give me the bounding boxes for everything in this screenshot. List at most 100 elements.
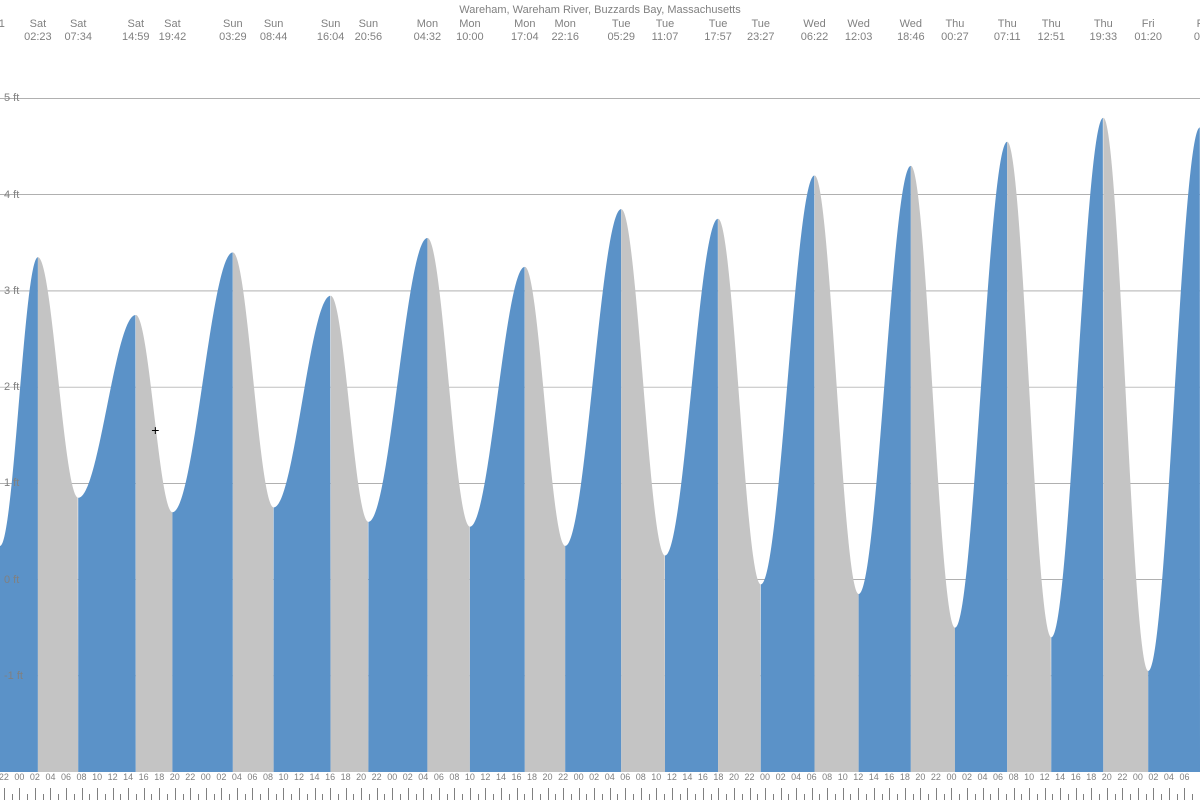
x-minor-tick (136, 794, 137, 800)
x-minor-tick (27, 794, 28, 800)
x-minor-tick (12, 794, 13, 800)
x-hour-label: 22 (558, 772, 568, 782)
x-major-tick (1184, 788, 1185, 800)
x-axis-hour-labels: 2200020406081012141618202200020406081012… (0, 772, 1200, 784)
x-hour-label: 06 (993, 772, 1003, 782)
x-minor-tick (183, 794, 184, 800)
x-hour-label: 02 (776, 772, 786, 782)
x-minor-tick (944, 794, 945, 800)
x-minor-tick (1161, 794, 1162, 800)
x-minor-tick (804, 794, 805, 800)
x-hour-label: 00 (1133, 772, 1143, 782)
x-minor-tick (773, 794, 774, 800)
x-hour-label: 06 (620, 772, 630, 782)
x-major-tick (936, 788, 937, 800)
x-hour-label: 22 (185, 772, 195, 782)
x-major-tick (517, 788, 518, 800)
x-minor-tick (1037, 794, 1038, 800)
x-major-tick (19, 788, 20, 800)
x-major-tick (672, 788, 673, 800)
tide-area-plot (0, 0, 1200, 800)
x-minor-tick (742, 794, 743, 800)
x-hour-label: 04 (45, 772, 55, 782)
y-axis-label: -1 ft (4, 670, 23, 682)
x-major-tick (485, 788, 486, 800)
x-hour-label: 14 (1055, 772, 1065, 782)
x-hour-label: 16 (1071, 772, 1081, 782)
x-hour-label: 20 (915, 772, 925, 782)
x-major-tick (361, 788, 362, 800)
x-minor-tick (711, 794, 712, 800)
x-minor-tick (1192, 794, 1193, 800)
x-major-tick (252, 788, 253, 800)
x-hour-label: 02 (962, 772, 972, 782)
x-major-tick (237, 788, 238, 800)
x-minor-tick (291, 794, 292, 800)
x-minor-tick (586, 794, 587, 800)
x-minor-tick (959, 794, 960, 800)
x-major-tick (190, 788, 191, 800)
x-hour-label: 06 (247, 772, 257, 782)
x-major-tick (796, 788, 797, 800)
x-hour-label: 20 (543, 772, 553, 782)
x-major-tick (905, 788, 906, 800)
x-minor-tick (680, 794, 681, 800)
x-hour-label: 20 (170, 772, 180, 782)
x-hour-label: 02 (1148, 772, 1158, 782)
x-hour-label: 18 (1086, 772, 1096, 782)
x-hour-label: 04 (791, 772, 801, 782)
x-minor-tick (229, 794, 230, 800)
x-major-tick (889, 788, 890, 800)
x-minor-tick (897, 794, 898, 800)
x-hour-label: 00 (387, 772, 397, 782)
x-minor-tick (695, 794, 696, 800)
x-hour-label: 12 (294, 772, 304, 782)
x-hour-label: 04 (978, 772, 988, 782)
x-hour-label: 16 (511, 772, 521, 782)
x-minor-tick (990, 794, 991, 800)
y-axis-label: 3 ft (4, 285, 19, 297)
x-hour-label: 22 (0, 772, 9, 782)
x-minor-tick (509, 794, 510, 800)
x-major-tick (625, 788, 626, 800)
x-minor-tick (1115, 794, 1116, 800)
x-hour-label: 22 (372, 772, 382, 782)
x-minor-tick (58, 794, 59, 800)
x-major-tick (175, 788, 176, 800)
x-hour-label: 06 (434, 772, 444, 782)
x-minor-tick (1099, 794, 1100, 800)
x-minor-tick (602, 794, 603, 800)
x-minor-tick (617, 794, 618, 800)
x-minor-tick (322, 794, 323, 800)
x-hour-label: 08 (263, 772, 273, 782)
x-hour-label: 14 (123, 772, 133, 782)
y-axis-label: 5 ft (4, 92, 19, 104)
x-major-tick (221, 788, 222, 800)
x-major-tick (113, 788, 114, 800)
x-hour-label: 14 (869, 772, 879, 782)
x-hour-label: 16 (325, 772, 335, 782)
y-axis-label: 2 ft (4, 381, 19, 393)
x-minor-tick (882, 794, 883, 800)
x-hour-label: 08 (449, 772, 459, 782)
x-major-tick (687, 788, 688, 800)
x-major-tick (66, 788, 67, 800)
x-minor-tick (928, 794, 929, 800)
x-minor-tick (276, 794, 277, 800)
x-minor-tick (198, 794, 199, 800)
x-hour-label: 10 (838, 772, 848, 782)
x-hour-label: 08 (822, 772, 832, 782)
x-hour-label: 04 (605, 772, 615, 782)
x-minor-tick (1083, 794, 1084, 800)
x-major-tick (330, 788, 331, 800)
x-minor-tick (913, 794, 914, 800)
x-minor-tick (524, 794, 525, 800)
x-minor-tick (664, 794, 665, 800)
x-hour-label: 20 (729, 772, 739, 782)
y-axis-label: 1 ft (4, 477, 19, 489)
x-hour-label: 22 (744, 772, 754, 782)
x-minor-tick (431, 794, 432, 800)
x-minor-tick (307, 794, 308, 800)
x-minor-tick (1177, 794, 1178, 800)
x-hour-label: 10 (465, 772, 475, 782)
